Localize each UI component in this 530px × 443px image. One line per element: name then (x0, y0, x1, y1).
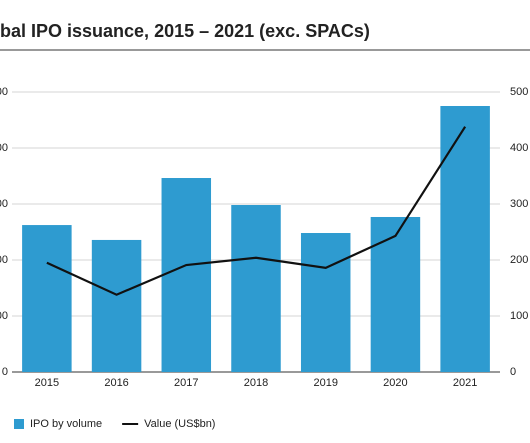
x-tick-label: 2021 (453, 377, 477, 389)
y-tick-label: 00 (0, 310, 8, 322)
x-tick-label: 2018 (244, 377, 268, 389)
y2-tick-label: 400 (510, 142, 528, 154)
y2-tick-label: 300 (510, 198, 528, 210)
y2-tick-label: 500 (510, 86, 528, 98)
y-tick-label: 00 (0, 86, 8, 98)
bar (370, 216, 421, 372)
x-tick-label: 2017 (174, 377, 198, 389)
y2-tick-label: 200 (510, 254, 528, 266)
chart-title: bal IPO issuance, 2015 – 2021 (exc. SPAC… (0, 21, 370, 41)
bar (300, 233, 351, 372)
legend-label: Value (US$bn) (144, 418, 215, 430)
y-tick-label: 00 (0, 198, 8, 210)
y-tick-label: 00 (0, 142, 8, 154)
legend-swatch (14, 419, 24, 429)
x-tick-label: 2019 (313, 377, 337, 389)
bar (91, 239, 142, 372)
x-tick-label: 2020 (383, 377, 407, 389)
bar (440, 106, 490, 372)
bar (161, 178, 212, 372)
y2-tick-label: 0 (510, 366, 516, 378)
bar (231, 205, 281, 372)
y-tick-label: 00 (0, 254, 8, 266)
x-tick-label: 2015 (35, 377, 59, 389)
line (46, 126, 467, 296)
bar (22, 225, 72, 372)
legend-label: IPO by volume (30, 418, 102, 430)
x-tick-label: 2016 (104, 377, 128, 389)
y2-tick-label: 100 (510, 310, 528, 322)
y-tick-label: 0 (2, 366, 8, 378)
